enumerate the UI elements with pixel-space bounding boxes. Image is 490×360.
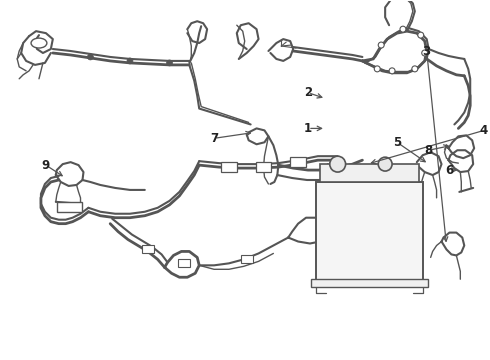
Circle shape — [378, 42, 384, 48]
Circle shape — [167, 60, 172, 66]
Bar — [256, 162, 271, 172]
Text: 4: 4 — [480, 124, 488, 137]
Bar — [320, 164, 419, 182]
Text: 8: 8 — [424, 144, 433, 157]
Text: 6: 6 — [445, 163, 454, 176]
Circle shape — [374, 66, 380, 72]
Text: 1: 1 — [304, 122, 312, 135]
Bar — [311, 279, 428, 287]
Ellipse shape — [31, 38, 47, 48]
Circle shape — [389, 68, 395, 74]
Circle shape — [378, 157, 392, 171]
Bar — [290, 157, 306, 167]
Text: 5: 5 — [393, 136, 401, 149]
Bar — [178, 260, 190, 267]
Circle shape — [422, 50, 428, 56]
Bar — [57, 202, 82, 212]
Circle shape — [412, 66, 418, 72]
Bar — [142, 246, 154, 253]
Circle shape — [330, 156, 345, 172]
Circle shape — [87, 54, 94, 60]
Text: 3: 3 — [423, 45, 431, 58]
Circle shape — [418, 32, 424, 38]
Circle shape — [127, 58, 133, 64]
Bar — [316, 182, 423, 281]
Text: 9: 9 — [42, 159, 50, 172]
Circle shape — [400, 26, 406, 32]
Text: 7: 7 — [210, 132, 218, 145]
Bar — [241, 255, 253, 264]
Text: 2: 2 — [304, 86, 312, 99]
Bar — [221, 162, 237, 172]
